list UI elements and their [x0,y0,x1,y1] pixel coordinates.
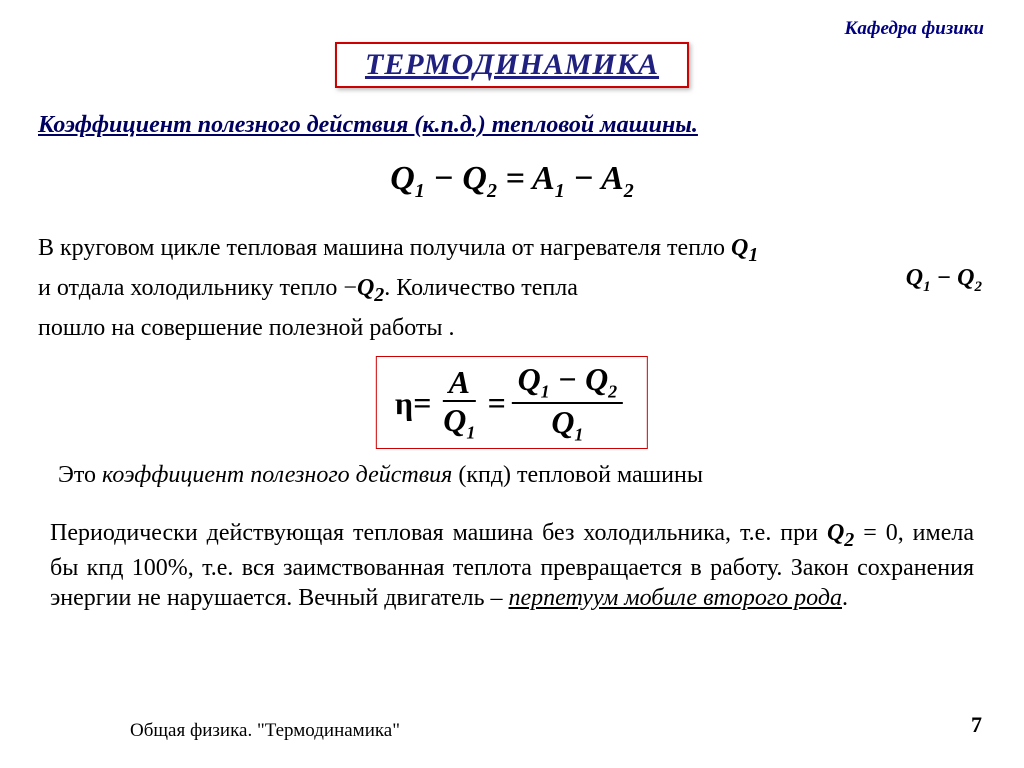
equation-efficiency: η = A Q1 = Q1 − Q2 Q1 [376,356,648,449]
expression-q1-minus-q2: Q1 − Q2 [906,265,982,296]
paragraph-perpetuum: Периодически действующая тепловая машина… [50,518,974,613]
equation-heat-work: Q1 − Q2 = A1 − A2 [390,160,634,203]
department-label: Кафедра физики [845,18,984,40]
paragraph-cycle: В круговом цикле тепловая машина получил… [38,230,986,346]
footer-text: Общая физика. "Термодинамика" [130,720,400,742]
fraction-q1q2-over-q1: Q1 − Q2 Q1 [512,363,624,444]
paragraph-kpd-definition: Это коэффициент полезного действия (кпд)… [58,462,966,489]
fraction-a-over-q1: A Q1 [437,366,481,441]
subtitle: Коэффициент полезного действия (к.п.д.) … [38,112,698,139]
title-box: ТЕРМОДИНАМИКА [335,42,689,88]
page-number: 7 [971,712,982,738]
page-title: ТЕРМОДИНАМИКА [365,48,659,81]
